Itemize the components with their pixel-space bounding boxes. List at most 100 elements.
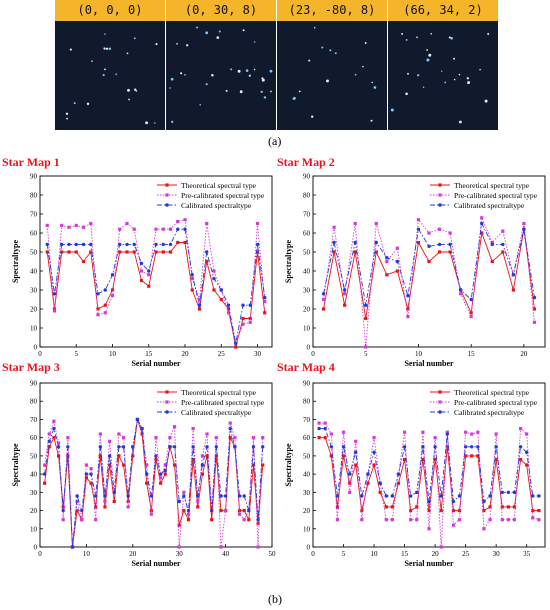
- data-point: [197, 303, 202, 307]
- star-point: [186, 44, 189, 47]
- data-point: [457, 508, 462, 513]
- y-tick-label: 0: [307, 544, 311, 552]
- data-point: [251, 436, 256, 440]
- star-point: [65, 112, 69, 115]
- data-point: [317, 426, 321, 431]
- data-point: [126, 494, 130, 498]
- y-tick-label: 40: [30, 268, 38, 276]
- data-point: [168, 242, 173, 247]
- y-tick-label: 20: [303, 507, 311, 515]
- data-point: [256, 521, 260, 525]
- star-point: [293, 96, 296, 100]
- x-tick-label: 15: [145, 350, 153, 358]
- data-point: [223, 494, 228, 498]
- legend-marker: [438, 193, 442, 197]
- series-line: [44, 418, 264, 548]
- data-point: [98, 454, 102, 458]
- data-point: [103, 494, 107, 498]
- star-point: [260, 90, 263, 93]
- data-point: [525, 432, 529, 436]
- x-tick-label: 10: [109, 350, 117, 358]
- data-point: [408, 494, 413, 498]
- y-axis-label: Spectraltype: [284, 443, 293, 487]
- data-point: [210, 518, 214, 522]
- star-point: [459, 120, 462, 124]
- data-point: [176, 220, 180, 224]
- star-field-image: [166, 21, 276, 130]
- series-line: [323, 216, 535, 348]
- data-point: [132, 227, 136, 231]
- data-point: [451, 523, 456, 527]
- y-tick-label: 60: [303, 434, 311, 442]
- data-point: [374, 240, 378, 245]
- y-tick-label: 10: [303, 525, 311, 533]
- data-point: [103, 288, 107, 292]
- data-point: [416, 218, 421, 222]
- y-tick-label: 30: [303, 287, 311, 295]
- star-point: [104, 33, 106, 35]
- star-point: [245, 69, 249, 72]
- x-tick-label: 0: [38, 550, 42, 558]
- data-point: [172, 463, 177, 467]
- y-tick-label: 60: [30, 434, 38, 442]
- data-point: [168, 445, 172, 449]
- data-point: [354, 450, 358, 454]
- data-point: [67, 225, 71, 229]
- data-point: [378, 490, 382, 494]
- data-point: [480, 216, 484, 220]
- data-point: [255, 242, 260, 247]
- data-point: [470, 454, 474, 458]
- data-point: [421, 430, 425, 434]
- data-point: [42, 472, 47, 476]
- legend-label: Calibrated spectraltype: [181, 408, 252, 417]
- data-point: [219, 288, 223, 292]
- star-point: [196, 26, 198, 29]
- data-point: [261, 436, 265, 440]
- data-point: [212, 288, 216, 292]
- y-tick-label: 90: [30, 173, 38, 181]
- star-point: [115, 73, 118, 76]
- data-point: [406, 315, 410, 319]
- data-point: [197, 297, 202, 302]
- data-point: [103, 311, 107, 315]
- data-point: [263, 311, 267, 315]
- x-tick-label: 20: [129, 550, 137, 558]
- data-point: [537, 508, 541, 513]
- data-point: [154, 454, 158, 458]
- legend-marker: [438, 400, 442, 404]
- legend-label: Calibrated spectraltype: [181, 201, 252, 210]
- data-point: [94, 505, 98, 509]
- star-tile-2: (0, 30, 8): [166, 0, 276, 130]
- series-line: [323, 222, 535, 306]
- x-axis-label: Serial number: [404, 559, 454, 568]
- data-point: [448, 250, 452, 254]
- data-point: [200, 463, 205, 467]
- data-point: [126, 505, 130, 509]
- star-point: [180, 72, 183, 75]
- data-point: [94, 518, 98, 522]
- star-image-strip: (0, 0, 0) (0, 30, 8) (23, -80, 8) (66, 3…: [55, 0, 499, 130]
- y-tick-label: 70: [303, 416, 311, 424]
- data-point: [205, 454, 209, 458]
- data-point: [445, 445, 449, 449]
- data-point: [494, 445, 498, 449]
- data-point: [121, 436, 126, 440]
- data-point: [415, 505, 419, 509]
- data-point: [255, 221, 260, 226]
- legend-label: Pre-calibrated spectral type: [181, 191, 265, 200]
- data-point: [237, 512, 242, 516]
- star-point: [450, 37, 453, 40]
- data-point: [427, 231, 431, 235]
- y-tick-label: 80: [303, 192, 311, 200]
- data-point: [159, 481, 163, 485]
- legend: Theoretical spectral typePre-calibrated …: [157, 388, 265, 417]
- star-point: [373, 86, 377, 89]
- data-point: [107, 454, 112, 458]
- data-point: [242, 508, 246, 513]
- data-point: [183, 240, 187, 245]
- data-point: [321, 297, 326, 302]
- star-point: [170, 77, 174, 81]
- attitude-label: (0, 0, 0): [55, 0, 165, 21]
- x-tick-label: 50: [269, 550, 277, 558]
